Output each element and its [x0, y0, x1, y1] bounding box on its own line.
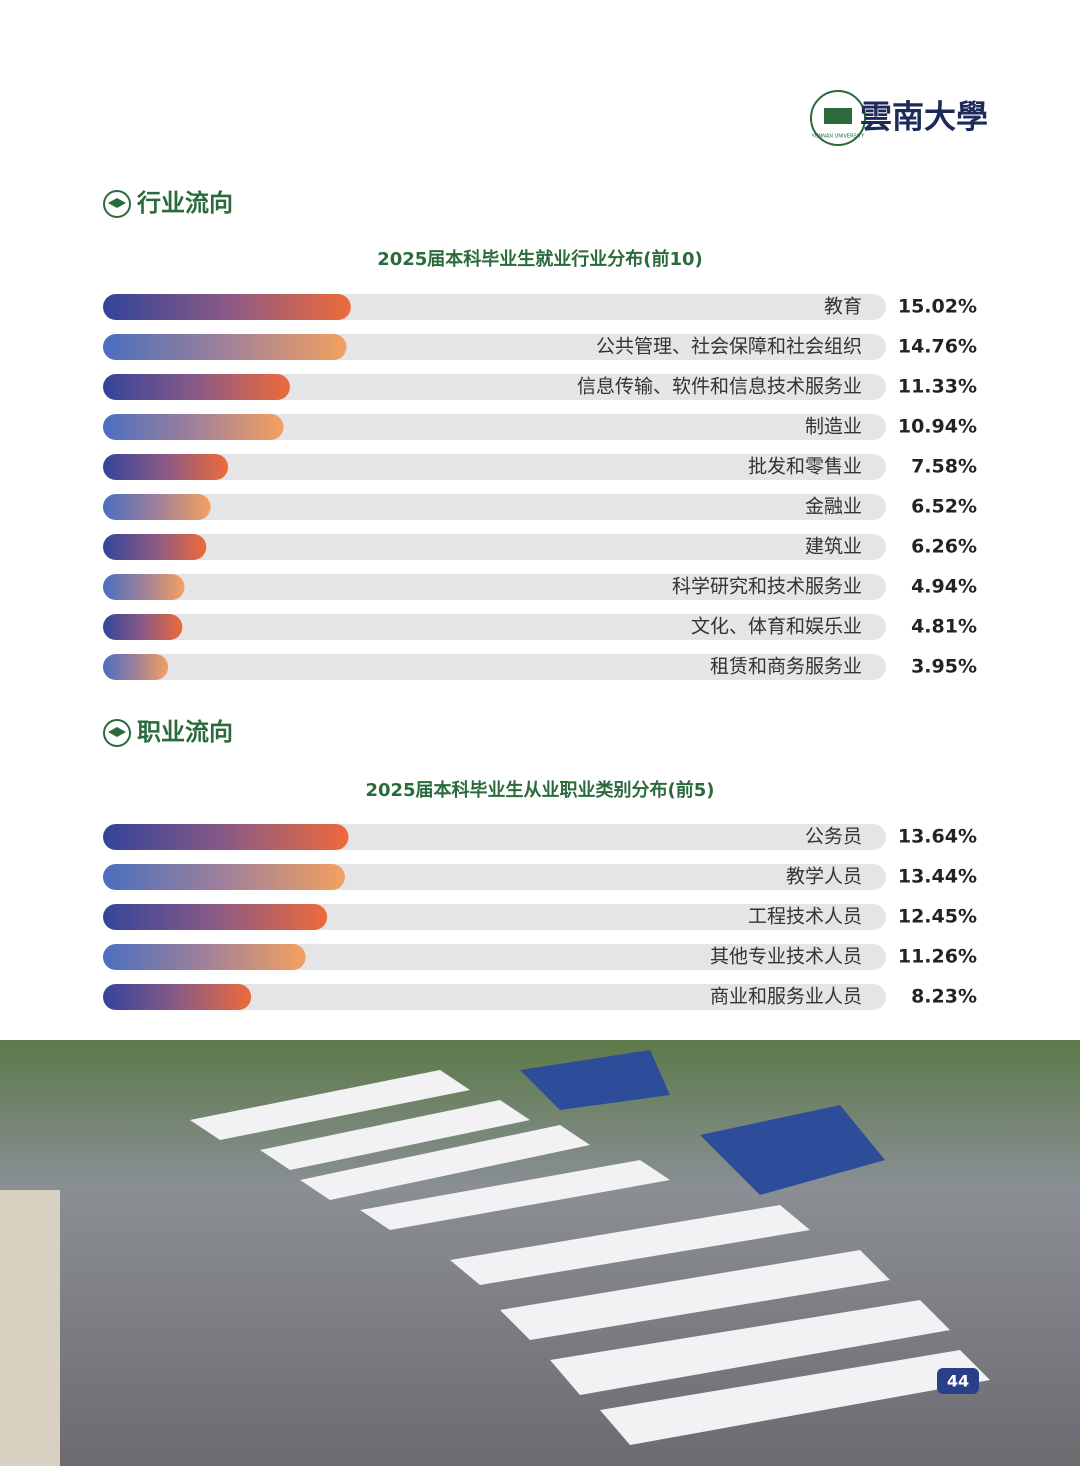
- bar-track: [103, 494, 886, 520]
- heading-icon: [103, 719, 131, 747]
- bar: [103, 374, 290, 400]
- page-number-badge: [937, 1368, 979, 1394]
- bar: [103, 944, 306, 970]
- category-label: 公务员: [805, 826, 862, 848]
- bar: [103, 614, 183, 640]
- value-label: 3.95%: [911, 656, 977, 678]
- value-label: 13.64%: [898, 826, 977, 848]
- value-label: 10.94%: [898, 416, 977, 438]
- category-label: 商业和服务业人员: [710, 986, 862, 1008]
- bar: [103, 454, 229, 480]
- section-heading: 行业流向: [136, 189, 233, 217]
- bar: [103, 534, 207, 560]
- value-label: 6.52%: [911, 496, 977, 518]
- section-heading: 职业流向: [137, 718, 233, 746]
- bar-track: [103, 614, 886, 640]
- photo: [0, 1040, 1080, 1466]
- bar: [103, 334, 347, 360]
- category-label: 金融业: [805, 496, 862, 518]
- bar: [103, 904, 328, 930]
- category-label: 其他专业技术人员: [710, 946, 862, 968]
- bar-track: [103, 534, 886, 560]
- bar: [103, 574, 185, 600]
- value-label: 12.45%: [898, 906, 977, 928]
- bar-track: [103, 574, 886, 600]
- logo-building: [824, 108, 852, 124]
- value-label: 8.23%: [911, 986, 977, 1008]
- value-label: 11.26%: [898, 946, 977, 968]
- bar: [103, 414, 284, 440]
- bar: [103, 824, 349, 850]
- category-label: 教育: [824, 296, 862, 318]
- category-label: 工程技术人员: [748, 906, 862, 928]
- bar-track: [103, 654, 886, 680]
- logo: YUNNAN UNIVERSITY 雲南大學: [810, 90, 988, 146]
- bar: [103, 494, 211, 520]
- bar-track: [103, 454, 886, 480]
- page-number: 44: [947, 1372, 969, 1391]
- value-label: 14.76%: [898, 336, 977, 358]
- bar: [103, 294, 351, 320]
- bar-track: [103, 984, 886, 1010]
- category-label: 制造业: [805, 416, 862, 438]
- value-label: 15.02%: [898, 296, 977, 318]
- category-label: 教学人员: [786, 866, 862, 888]
- bar-track: [103, 414, 886, 440]
- value-label: 11.33%: [898, 376, 977, 398]
- chart-title: 2025届本科毕业生从业职业类别分布(前5): [365, 779, 714, 801]
- chart-title: 2025届本科毕业生就业行业分布(前10): [377, 248, 703, 270]
- bar: [103, 984, 252, 1010]
- category-label: 信息传输、软件和信息技术服务业: [577, 376, 862, 398]
- bar: [103, 654, 169, 680]
- category-label: 租赁和商务服务业: [710, 656, 862, 678]
- category-label: 公共管理、社会保障和社会组织: [596, 336, 862, 358]
- category-label: 批发和零售业: [748, 456, 862, 478]
- value-label: 4.81%: [911, 616, 977, 638]
- category-label: 文化、体育和娱乐业: [691, 616, 862, 638]
- value-label: 4.94%: [911, 576, 977, 598]
- category-label: 科学研究和技术服务业: [672, 576, 862, 598]
- value-label: 6.26%: [911, 536, 977, 558]
- bar: [103, 864, 345, 890]
- bar-track: [103, 374, 886, 400]
- value-label: 13.44%: [898, 866, 977, 888]
- category-label: 建筑业: [805, 536, 862, 558]
- logo-seal-text: YUNNAN UNIVERSITY: [811, 134, 866, 140]
- logo-name: 雲南大學: [860, 98, 988, 136]
- heading-icon: [103, 190, 131, 218]
- value-label: 7.58%: [911, 456, 977, 478]
